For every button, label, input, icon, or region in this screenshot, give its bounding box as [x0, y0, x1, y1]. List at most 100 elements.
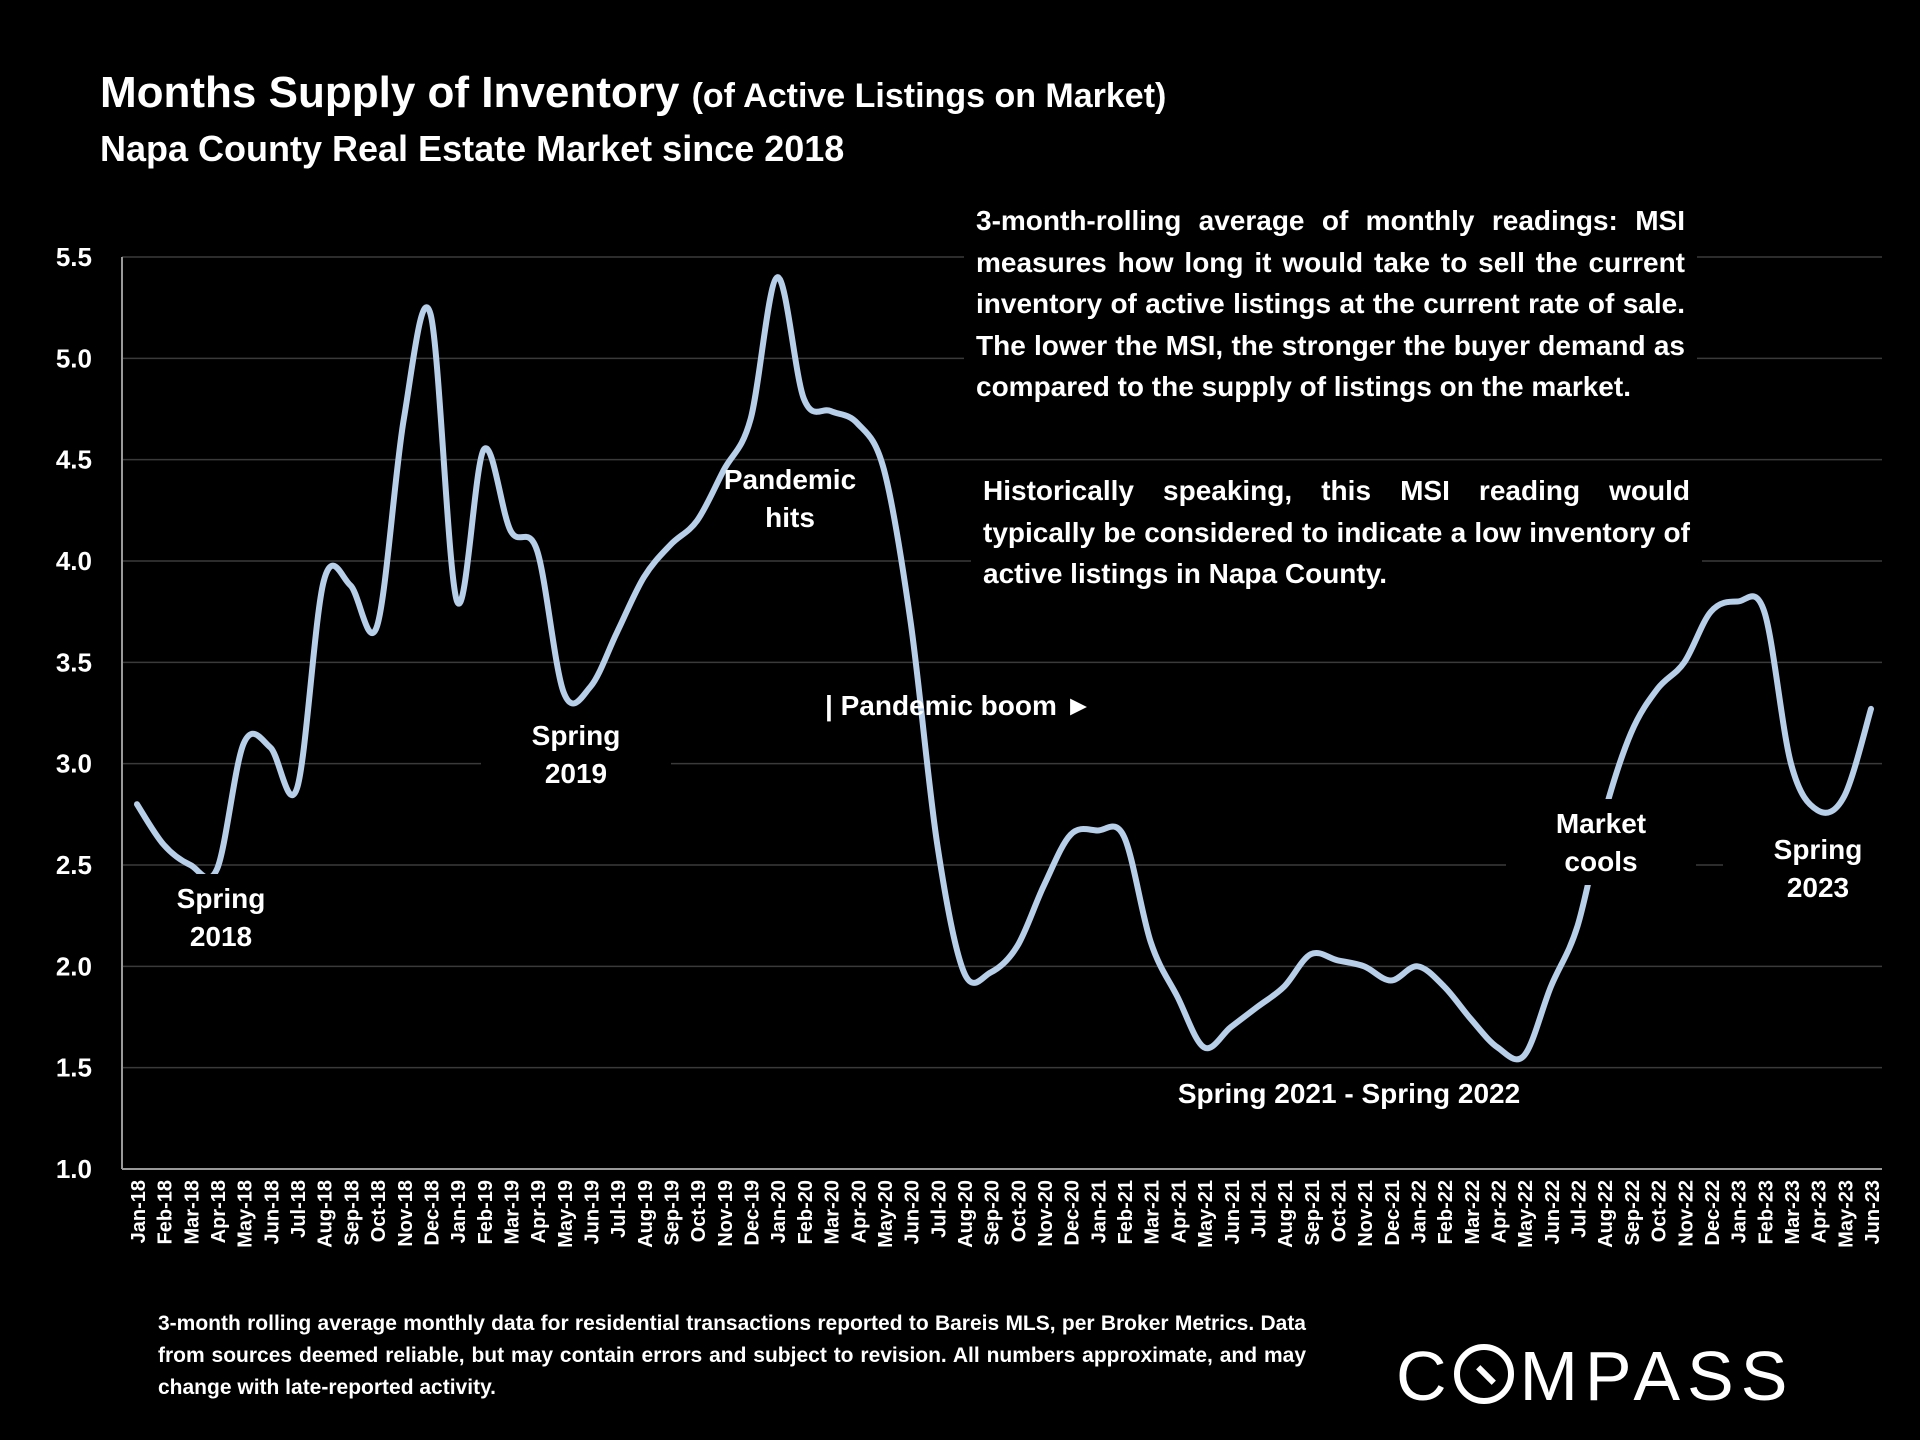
x-tick-label: Apr-20 [848, 1180, 870, 1243]
x-tick-label: Jan-23 [1729, 1180, 1751, 1243]
axes [121, 257, 1882, 1170]
x-tick-labels: Jan-18 Feb-18 Mar-18 Apr-18 May-18 Jun-18 Jul-… [128, 1180, 1884, 1248]
series-line-msi [134, 274, 1874, 1063]
annotation-backdrop [481, 711, 671, 797]
annotation: Spring 2019 [481, 711, 671, 797]
x-tick-label: Feb-20 [795, 1180, 817, 1244]
x-tick-label: May-22 [1515, 1180, 1537, 1248]
historical-note: Historically speaking, this MSI reading … [971, 470, 1702, 595]
y-tick-label: 4.5 [56, 445, 92, 475]
x-tick-label: Nov-22 [1675, 1180, 1697, 1247]
explanation-note: 3-month-rolling average of monthly readi… [964, 200, 1697, 408]
y-tick-label: 3.0 [56, 749, 92, 779]
x-tick-label: Oct-22 [1649, 1180, 1671, 1242]
x-tick-label: Jun-20 [902, 1180, 924, 1244]
annotation-backdrop [126, 874, 316, 960]
x-tick-label: Nov-20 [1035, 1180, 1057, 1247]
footer-disclaimer: 3-month rolling average monthly data for… [158, 1312, 1306, 1399]
x-tick-label: Jan-21 [1088, 1180, 1110, 1243]
annotation: Spring 2018 [126, 874, 316, 960]
x-tick-label: Mar-21 [1142, 1180, 1164, 1244]
x-tick-label: Aug-21 [1275, 1180, 1297, 1248]
x-tick-label: Oct-21 [1328, 1180, 1350, 1242]
x-tick-label: Dec-22 [1702, 1180, 1724, 1246]
annotation: | Pandemic boom ► [825, 690, 1092, 721]
chart-subtitle: Napa County Real Estate Market since 201… [100, 128, 845, 169]
annotation-backdrop [1506, 799, 1696, 885]
x-tick-label: Dec-19 [742, 1180, 764, 1246]
logo-o-icon [1453, 1344, 1514, 1404]
annotation-text: 2019 [545, 758, 607, 789]
x-tick-label: Oct-18 [368, 1180, 390, 1242]
annotation: Spring 2023 [1723, 825, 1913, 911]
annotation-text: 2023 [1787, 872, 1849, 903]
x-tick-label: Apr-23 [1809, 1180, 1831, 1243]
x-tick-label: Mar-22 [1462, 1180, 1484, 1244]
x-tick-label: Jul-22 [1569, 1180, 1591, 1238]
x-tick-label: Dec-21 [1382, 1180, 1404, 1246]
x-tick-label: Jan-20 [768, 1180, 790, 1243]
x-tick-label: Sep-20 [982, 1180, 1004, 1246]
annotation: Spring 2021 - Spring 2022 [1178, 1078, 1520, 1109]
annotation-text: Spring [532, 720, 621, 751]
x-tick-label: Jun-23 [1862, 1180, 1884, 1244]
annotation-text: Spring [1774, 834, 1863, 865]
annotations: Spring 2018 Spring 2019 Pandemic hits | Pandem… [126, 464, 1913, 1109]
x-tick-label: Jan-19 [448, 1180, 470, 1243]
x-tick-label: Sep-21 [1302, 1180, 1324, 1246]
x-tick-label: Apr-21 [1168, 1180, 1190, 1243]
annotation-text: hits [765, 502, 815, 533]
x-tick-label: Aug-18 [315, 1180, 337, 1248]
y-tick-label: 2.0 [56, 951, 92, 981]
x-tick-label: Sep-19 [662, 1180, 684, 1246]
x-tick-label: Jun-21 [1222, 1180, 1244, 1244]
logo-rest: MPASS [1519, 1337, 1795, 1415]
x-tick-label: Apr-22 [1489, 1180, 1511, 1243]
x-tick-label: Nov-19 [715, 1180, 737, 1247]
x-tick-label: Dec-20 [1062, 1180, 1084, 1246]
annotation: Pandemic hits [724, 464, 856, 533]
y-tick-label: 1.5 [56, 1053, 92, 1083]
x-tick-label: Mar-23 [1782, 1180, 1804, 1244]
y-tick-label: 5.0 [56, 343, 92, 373]
annotation-text: Spring 2021 - Spring 2022 [1178, 1078, 1520, 1109]
x-tick-label: Apr-19 [528, 1180, 550, 1243]
x-tick-label: May-23 [1835, 1180, 1857, 1248]
x-tick-label: Feb-22 [1435, 1180, 1457, 1244]
y-tick-label: 5.5 [56, 242, 92, 272]
x-tick-label: Jun-18 [261, 1180, 283, 1244]
x-tick-label: Jul-18 [288, 1180, 310, 1238]
annotation-text: Spring [177, 883, 266, 914]
x-tick-label: Feb-18 [155, 1180, 177, 1244]
compass-logo: C MPASS [1396, 1336, 1794, 1416]
y-tick-label: 3.5 [56, 647, 92, 677]
chart-title: Months Supply of Inventory (of Active Li… [100, 68, 1166, 118]
x-tick-label: May-19 [555, 1180, 577, 1248]
x-tick-label: Sep-18 [341, 1180, 363, 1246]
x-tick-label: Jul-21 [1248, 1180, 1270, 1238]
title-main: Months Supply of Inventory [100, 68, 680, 117]
x-tick-label: Jul-20 [928, 1180, 950, 1238]
x-tick-label: Jan-22 [1408, 1180, 1430, 1243]
annotation-text: 2018 [190, 921, 252, 952]
x-tick-label: Mar-20 [822, 1180, 844, 1244]
x-tick-label: May-18 [235, 1180, 257, 1248]
x-tick-label: Nov-21 [1355, 1180, 1377, 1247]
x-tick-label: Feb-21 [1115, 1180, 1137, 1244]
x-tick-label: Oct-20 [1008, 1180, 1030, 1242]
x-tick-label: Aug-22 [1595, 1180, 1617, 1248]
x-tick-label: Nov-18 [395, 1180, 417, 1247]
x-tick-label: Jan-18 [128, 1180, 150, 1243]
title-paren: (of Active Listings on Market) [691, 77, 1167, 115]
x-tick-label: Aug-20 [955, 1180, 977, 1248]
x-tick-label: May-21 [1195, 1180, 1217, 1248]
x-tick-label: Aug-19 [635, 1180, 657, 1248]
annotation: Market cools [1506, 799, 1696, 885]
x-tick-label: Dec-18 [421, 1180, 443, 1246]
y-tick-labels: 1.0 1.5 2.0 2.5 3.0 3.5 4.0 4.5 5.0 5.5 [56, 242, 92, 1184]
x-tick-label: Oct-19 [688, 1180, 710, 1242]
y-tick-label: 2.5 [56, 850, 92, 880]
x-tick-label: Apr-18 [208, 1180, 230, 1243]
x-tick-label: Feb-23 [1755, 1180, 1777, 1244]
